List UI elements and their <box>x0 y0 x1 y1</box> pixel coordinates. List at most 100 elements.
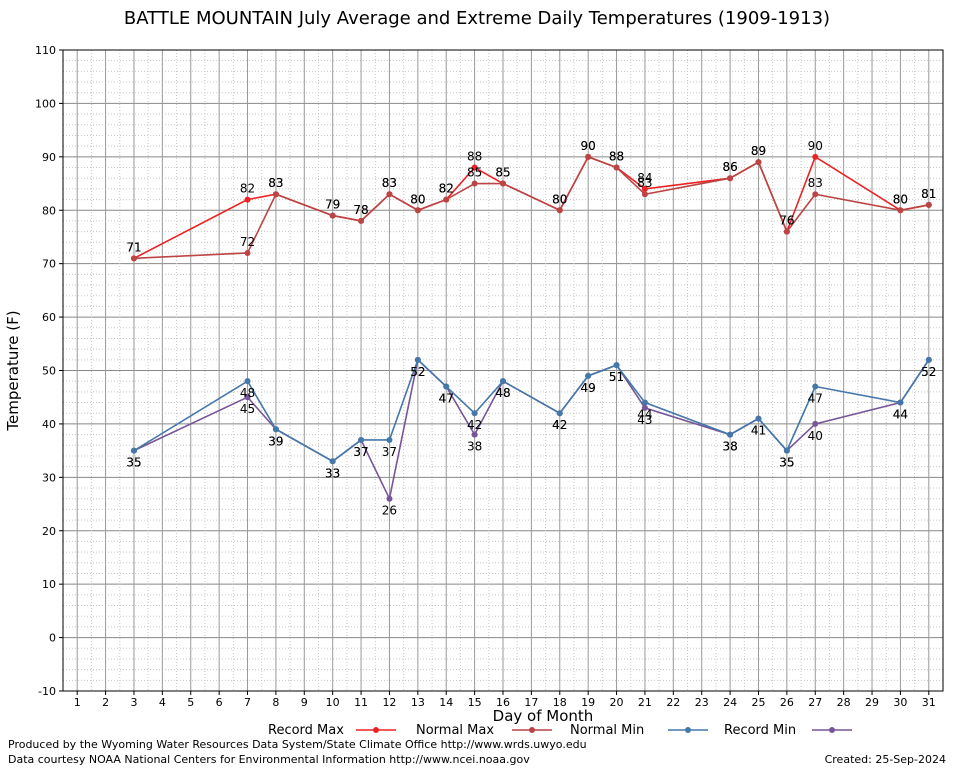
y-tick-label: 60 <box>42 311 56 324</box>
data-label: 83 <box>382 176 397 190</box>
data-label: 48 <box>495 386 510 400</box>
data-label: 86 <box>722 160 737 174</box>
y-tick-label: 80 <box>42 204 56 217</box>
data-label: 33 <box>325 466 340 480</box>
data-label: 89 <box>751 144 766 158</box>
legend-label: Record Max <box>268 723 344 738</box>
data-point <box>613 362 620 369</box>
data-label: 82 <box>439 182 454 196</box>
legend: Record Max Normal Max Normal Min Record Min <box>268 723 852 738</box>
x-tick-label: 5 <box>187 696 194 709</box>
data-label: 72 <box>240 235 255 249</box>
data-label: 35 <box>779 456 794 470</box>
data-label: 45 <box>240 402 255 416</box>
data-label: 81 <box>921 187 936 201</box>
data-label: 71 <box>126 240 141 254</box>
data-label: 88 <box>609 150 624 164</box>
data-label: 43 <box>637 413 652 427</box>
x-tick-label: 24 <box>723 696 737 709</box>
x-tick-label: 14 <box>439 696 453 709</box>
x-axis-label: Day of Month <box>493 707 594 725</box>
x-tick-label: 2 <box>102 696 109 709</box>
data-point <box>443 196 450 203</box>
data-label: 35 <box>779 456 794 470</box>
data-point <box>130 447 137 454</box>
x-tick-label: 10 <box>326 696 340 709</box>
data-label: 71 <box>126 240 141 254</box>
data-label: 90 <box>581 139 596 153</box>
data-label: 83 <box>808 176 823 190</box>
data-label: 48 <box>495 386 510 400</box>
data-label: 47 <box>439 392 454 406</box>
data-label: 38 <box>722 440 737 454</box>
data-point <box>130 255 137 262</box>
data-label: 52 <box>410 365 425 379</box>
data-label: 83 <box>268 176 283 190</box>
data-label: 88 <box>609 150 624 164</box>
data-point <box>329 458 336 465</box>
data-point <box>471 180 478 187</box>
legend-swatch-marker <box>685 727 691 733</box>
data-label: 78 <box>353 203 368 217</box>
data-label: 81 <box>921 187 936 201</box>
x-tick-label: 16 <box>496 696 510 709</box>
legend-swatch-marker <box>373 727 379 733</box>
data-point <box>925 356 932 363</box>
data-label: 51 <box>609 370 624 384</box>
data-label: 40 <box>808 429 823 443</box>
data-point <box>471 410 478 417</box>
data-label: 44 <box>893 408 908 422</box>
data-point <box>329 212 336 219</box>
data-label: 80 <box>552 192 567 206</box>
data-point <box>272 191 279 198</box>
y-tick-label: 30 <box>42 471 56 484</box>
data-label: 86 <box>722 160 737 174</box>
series <box>130 153 932 502</box>
y-tick-label: 50 <box>42 365 56 378</box>
data-point <box>641 191 648 198</box>
data-label: 52 <box>410 365 425 379</box>
data-label: 39 <box>268 434 283 448</box>
data-label: 47 <box>439 392 454 406</box>
data-label: 52 <box>921 365 936 379</box>
y-tick-label: -10 <box>38 685 56 698</box>
data-label: 44 <box>893 408 908 422</box>
data-point <box>244 394 251 401</box>
data-point <box>358 217 365 224</box>
data-label: 83 <box>637 176 652 190</box>
data-point <box>556 410 563 417</box>
data-label: 42 <box>467 418 482 432</box>
data-label: 41 <box>751 424 766 438</box>
data-point <box>471 431 478 438</box>
data-label: 37 <box>353 445 368 459</box>
data-label: 49 <box>581 381 596 395</box>
x-tick-label: 9 <box>301 696 308 709</box>
created-date: Created: 25-Sep-2024 <box>824 753 946 766</box>
data-point <box>897 207 904 214</box>
series-line <box>133 358 930 463</box>
x-tick-label: 4 <box>159 696 166 709</box>
data-labels: 71 82 83 79 78 83 80 82 88 85 80 90 88 84 86 89 76 90 80 81… <box>126 139 936 518</box>
data-label: 85 <box>495 166 510 180</box>
data-point <box>727 431 734 438</box>
x-tick-label: 11 <box>354 696 368 709</box>
data-label: 37 <box>353 445 368 459</box>
data-point <box>471 164 478 171</box>
data-label: 83 <box>382 176 397 190</box>
data-point <box>386 436 393 443</box>
data-label: 85 <box>495 166 510 180</box>
legend-label: Normal Max <box>416 723 494 738</box>
x-tick-label: 25 <box>751 696 765 709</box>
data-label: 84 <box>637 171 652 185</box>
chart-title: BATTLE MOUNTAIN July Average and Extreme… <box>123 8 831 29</box>
data-label: 80 <box>410 192 425 206</box>
data-point <box>812 153 819 160</box>
data-point <box>556 207 563 214</box>
data-label: 82 <box>240 182 255 196</box>
x-tick-label: 12 <box>382 696 396 709</box>
data-label: 80 <box>410 192 425 206</box>
x-tick-label: 23 <box>695 696 709 709</box>
legend-label: Record Min <box>724 723 796 738</box>
data-point <box>244 378 251 385</box>
